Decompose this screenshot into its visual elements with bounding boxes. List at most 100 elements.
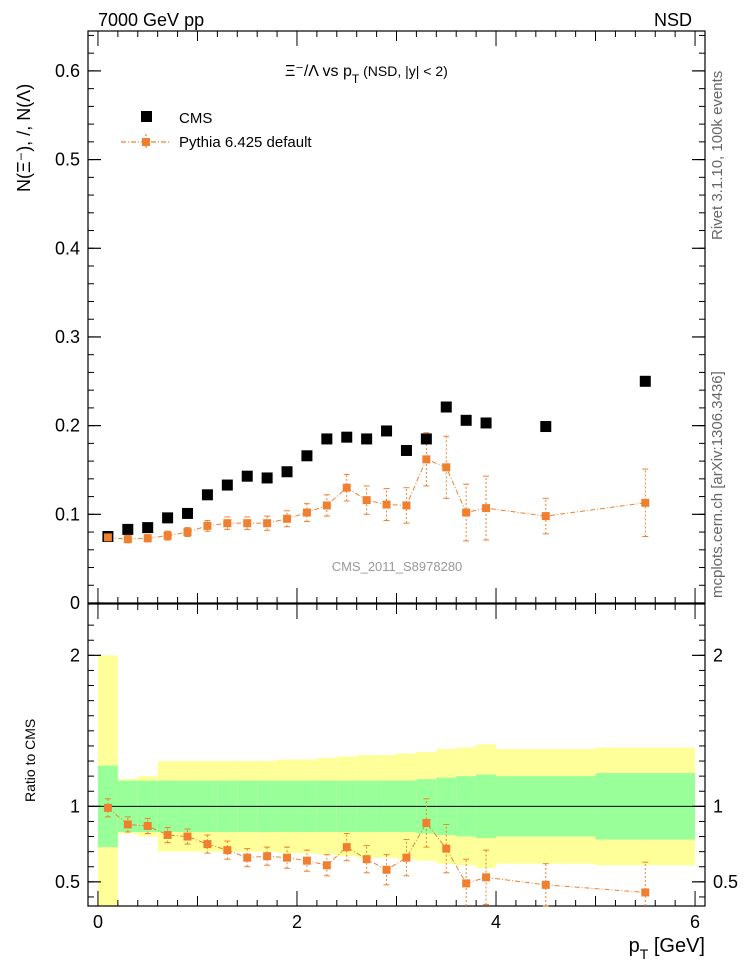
cms-point (440, 401, 452, 413)
legend: CMS Pythia 6.425 default (121, 110, 312, 151)
mc-point (223, 519, 232, 528)
x-axis-label-main: p (629, 935, 640, 957)
x-axis-label-tail: [GeV] (648, 935, 705, 957)
mc-point (123, 535, 132, 544)
x-tick-label: 0 (93, 912, 103, 932)
legend-cms-marker (141, 111, 152, 122)
ratio-mc-point (402, 853, 411, 862)
ratio-mc-point (541, 880, 550, 889)
mc-point (243, 519, 252, 528)
cms-point (122, 523, 134, 535)
cms-point (381, 425, 393, 437)
ratio-y-tick-label: 2 (70, 645, 80, 665)
ratio-mc-point (223, 846, 232, 855)
x-tick-label: 4 (491, 912, 501, 932)
ratio-mc-point (322, 861, 331, 870)
ratio-mc-line (107, 807, 646, 893)
ratio-y-tick-label: 1 (70, 796, 80, 816)
mc-point (103, 533, 112, 542)
ratio-y-tick-label: 0.5 (55, 872, 80, 892)
ratio-mc-point (442, 844, 451, 853)
ratio-y-tick-label-right: 0.5 (713, 872, 738, 892)
legend-mc-marker (142, 138, 150, 146)
ratio-y-tick-label-right: 2 (713, 645, 723, 665)
cms-point (361, 433, 373, 445)
mc-point (541, 512, 550, 521)
cms-point (261, 472, 273, 484)
mc-point (302, 508, 311, 517)
ratio-mc-point (362, 855, 371, 864)
ratio-mc-point (123, 820, 132, 829)
ratio-mc-point (203, 840, 212, 849)
mcplots-label: mcplots.cern.ch [arXiv:1306.3436] (709, 371, 726, 598)
ratio-mc-point (482, 873, 491, 882)
mc-point (422, 455, 431, 464)
ratio-mc-point (462, 879, 471, 888)
cms-point (301, 450, 313, 462)
ratio-mc-point (342, 843, 351, 852)
x-tick-label: 2 (292, 912, 302, 932)
top-y-tick-label: 0.5 (55, 150, 80, 170)
mc-point (482, 504, 491, 513)
cms-point (241, 470, 253, 482)
header-left-label: 7000 GeV pp (98, 10, 204, 30)
legend-mc-label: Pythia 6.425 default (179, 134, 312, 151)
cms-point (162, 512, 174, 524)
mc-point (163, 531, 172, 540)
top-y-tick-label: 0.3 (55, 327, 80, 347)
cms-point (540, 421, 552, 433)
mc-point (322, 501, 331, 510)
top-y-tick-label: 0 (70, 593, 80, 613)
cms-point (639, 375, 651, 387)
mc-point (342, 483, 351, 492)
ratio-mc-point (422, 818, 431, 827)
mc-point (641, 498, 650, 507)
ratio-mc-point (382, 865, 391, 874)
x-axis-label: pT [GeV] (629, 935, 705, 962)
header-right-label: NSD (654, 10, 692, 30)
x-tick-label: 6 (690, 912, 700, 932)
mc-point (362, 496, 371, 505)
cms-point (480, 417, 492, 429)
cms-point (420, 433, 432, 445)
ratio-mc-point (143, 821, 152, 830)
ratio-mc-point (163, 831, 172, 840)
rivet-label: Rivet 3.1.10, 100k events (709, 71, 726, 240)
cms-point (221, 479, 233, 491)
mc-point (263, 519, 272, 528)
mc-point (442, 463, 451, 472)
ratio-plot-panel: 0.5 0.5 1 1 2 2 0 2 4 6 Ratio to CMS pT [GeV] (22, 603, 738, 962)
mc-point (143, 534, 152, 543)
cms-point (201, 489, 213, 501)
chart-title-main: Ξ⁻/Λ vs p (285, 63, 352, 80)
cms-point (400, 444, 412, 456)
mc-point (382, 500, 391, 509)
mc-point (283, 514, 292, 523)
top-y-tick-label: 0.2 (55, 416, 80, 436)
cms-point (142, 522, 154, 534)
watermark: CMS_2011_S8978280 (332, 559, 463, 574)
main-plot-panel: 0 0.1 0.2 0.3 0.4 0.5 0.6 Ξ⁻/Λ vs pT (NSD, |y|… (14, 30, 706, 613)
cms-point (460, 414, 472, 426)
cms-point (281, 466, 293, 478)
cms-point (182, 507, 194, 519)
legend-cms-label: CMS (179, 110, 212, 127)
top-y-tick-label: 0.6 (55, 61, 80, 81)
mc-line (107, 458, 646, 540)
mc-point (203, 521, 212, 530)
mc-point (402, 501, 411, 510)
ratio-mc-point (302, 856, 311, 865)
top-y-axis-label: N(Ξ⁻), /, N(Λ) (14, 84, 34, 192)
chart-title-sub: T (352, 72, 360, 86)
chart-title: Ξ⁻/Λ vs pT (NSD, |y| < 2) (285, 63, 448, 86)
top-y-tick-label: 0.1 (55, 504, 80, 524)
ratio-mc-point (103, 803, 112, 812)
top-y-tick-label: 0.4 (55, 238, 80, 258)
cms-point (341, 431, 353, 443)
ratio-mc-point (263, 852, 272, 861)
ratio-mc-point (243, 853, 252, 862)
ratio-mc-point (283, 853, 292, 862)
mc-point (462, 508, 471, 517)
ratio-y-tick-label-right: 1 (713, 796, 723, 816)
chart-title-tail: (NSD, |y| < 2) (359, 63, 448, 79)
